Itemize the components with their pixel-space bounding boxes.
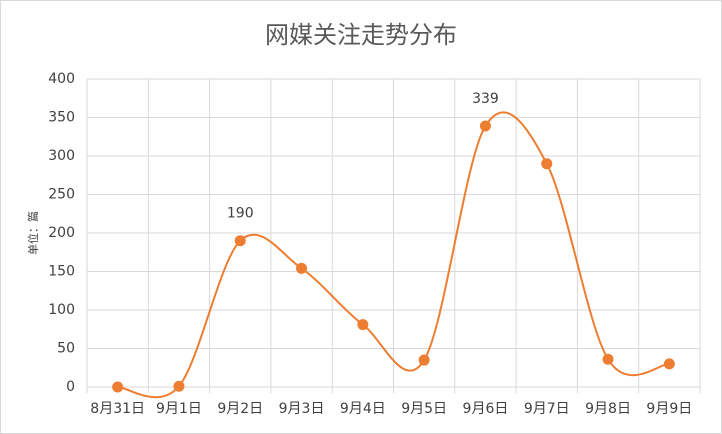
y-axis-label: 单位：篇 (26, 211, 40, 255)
y-tick-label: 200 (48, 225, 75, 241)
point (602, 353, 614, 365)
data-label: 190 (227, 206, 254, 222)
point (112, 381, 124, 393)
y-tick-label: 150 (48, 264, 75, 280)
y-tick-label: 350 (48, 110, 75, 126)
y-tick-label: 300 (48, 148, 75, 164)
point (541, 158, 553, 170)
data-label: 339 (472, 91, 499, 107)
y-tick-label: 50 (57, 341, 75, 357)
x-tick-label: 8月31日 (90, 401, 145, 417)
x-tick-label: 9月3日 (279, 401, 325, 417)
x-tick-label: 9月7日 (524, 401, 570, 417)
chart-title: 网媒关注走势分布 (265, 21, 457, 49)
y-tick-label: 250 (48, 187, 75, 203)
point (663, 358, 675, 370)
x-tick-label: 9月2日 (217, 401, 263, 417)
point (234, 235, 246, 247)
point (173, 380, 185, 392)
x-tick-label: 9月4日 (340, 401, 386, 417)
x-tick-label: 9月8日 (585, 401, 631, 417)
point (357, 319, 369, 331)
x-tick-label: 9月9日 (646, 401, 692, 417)
x-tick-label: 9月5日 (401, 401, 447, 417)
y-tick-label: 0 (66, 379, 75, 395)
y-tick-label: 100 (48, 302, 75, 318)
x-tick-label: 9月1日 (156, 401, 202, 417)
x-tick-label: 9月6日 (463, 401, 509, 417)
point (296, 262, 308, 274)
point (418, 354, 430, 366)
point (479, 120, 491, 132)
line (117, 111, 670, 399)
y-tick-label: 400 (48, 71, 75, 87)
